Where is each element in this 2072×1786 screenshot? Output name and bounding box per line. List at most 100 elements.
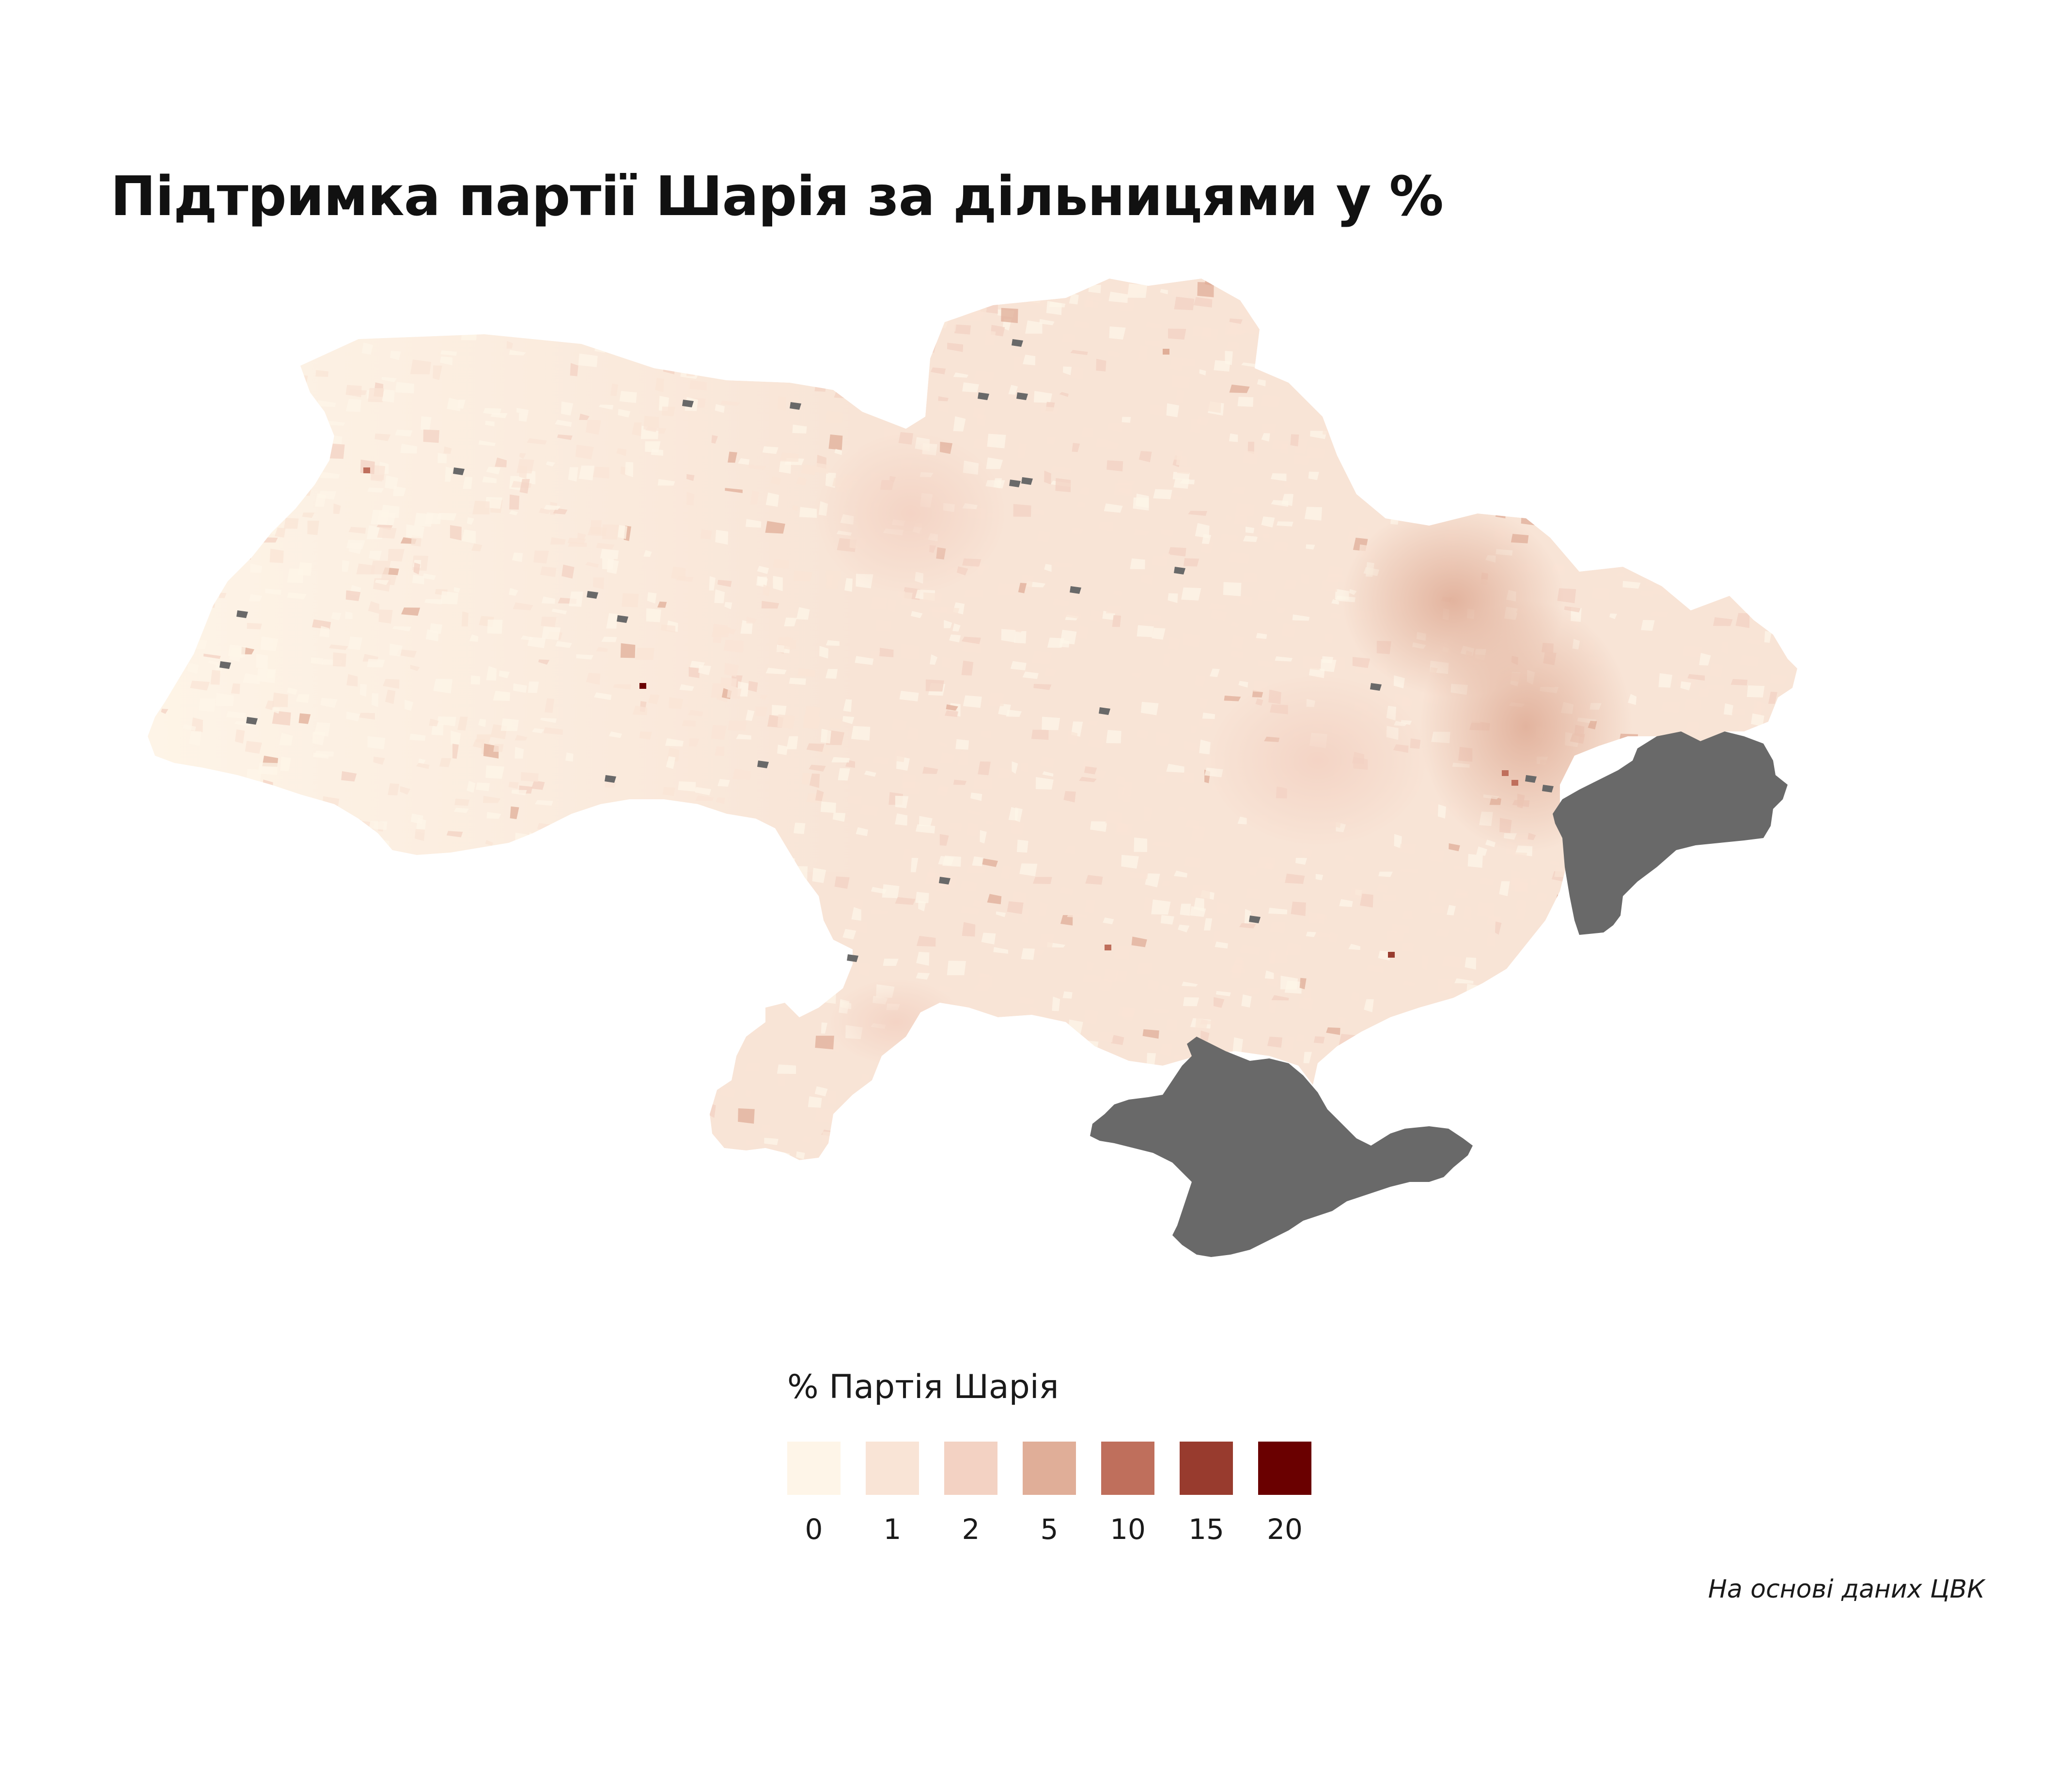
precinct-cell — [685, 866, 692, 879]
precinct-cell — [1463, 1026, 1472, 1041]
precinct-cell — [681, 892, 690, 901]
precinct-cell — [919, 816, 933, 826]
precinct-cell — [1059, 639, 1070, 648]
precinct-cell — [946, 704, 958, 711]
precinct-cell — [1624, 1118, 1634, 1129]
precinct-cell — [1229, 433, 1238, 442]
precinct-cell — [1515, 908, 1526, 920]
precinct-cell — [182, 642, 190, 657]
precinct-cell — [162, 1125, 178, 1136]
precinct-cell — [1350, 991, 1359, 1002]
precinct-cell — [657, 601, 667, 608]
precinct-cell — [452, 744, 459, 759]
precinct-cell — [555, 641, 572, 648]
precinct-cell — [267, 669, 276, 679]
precinct-cell — [1780, 595, 1797, 606]
precinct-cell — [568, 297, 577, 311]
precinct-cell — [1432, 1066, 1447, 1080]
precinct-cell — [972, 856, 984, 867]
precinct-cell — [988, 1096, 1006, 1103]
precinct-cell — [736, 326, 750, 336]
precinct-cell — [972, 899, 982, 907]
precinct-cell — [1188, 511, 1207, 516]
precinct-cell — [1758, 731, 1776, 745]
precinct-cell — [1077, 625, 1089, 639]
precinct-cell — [1338, 1017, 1346, 1024]
precinct-cell — [848, 796, 862, 805]
precinct-cell — [530, 1019, 544, 1030]
precinct-cell — [1399, 843, 1416, 854]
precinct-cell — [1574, 776, 1586, 786]
precinct-cell — [815, 1108, 834, 1123]
precinct-cell — [1191, 826, 1205, 841]
precinct-cell — [1781, 929, 1794, 939]
precinct-cell — [1748, 1048, 1767, 1054]
precinct-cell — [269, 942, 285, 947]
precinct-cell — [715, 404, 725, 413]
precinct-cell — [385, 923, 395, 933]
precinct-cell — [493, 744, 504, 752]
precinct-cell — [486, 466, 501, 475]
precinct-cell — [1166, 1018, 1178, 1032]
precinct-cell — [1160, 289, 1168, 295]
precinct-cell — [692, 283, 703, 293]
precinct-cell — [374, 579, 389, 585]
precinct-cell — [1392, 389, 1408, 398]
precinct-cell — [600, 1072, 610, 1084]
precinct-cell — [1106, 730, 1122, 744]
precinct-cell — [1520, 360, 1537, 368]
precinct-cell — [1500, 1103, 1507, 1113]
precinct-cell — [1084, 899, 1095, 914]
precinct-cell — [561, 564, 575, 579]
precinct-cell — [1006, 709, 1022, 717]
precinct-cell — [247, 1083, 262, 1089]
precinct-cell — [195, 1154, 214, 1160]
precinct-cell — [1513, 1002, 1528, 1016]
precinct-cell — [1405, 344, 1420, 359]
precinct-cell — [228, 401, 242, 407]
precinct-cell — [427, 923, 442, 934]
precinct-cell — [675, 279, 689, 286]
precinct-cell — [1202, 713, 1215, 719]
precinct-cell — [1683, 528, 1698, 542]
precinct-cell — [1521, 1145, 1537, 1153]
precinct-cell — [794, 866, 808, 881]
precinct-cell — [319, 625, 329, 637]
precinct-cell — [721, 318, 732, 332]
precinct-cell — [1521, 984, 1530, 994]
precinct-cell — [437, 716, 456, 727]
precinct-cell — [1050, 1121, 1064, 1129]
precinct-cell — [856, 1171, 871, 1178]
precinct-cell — [787, 898, 802, 908]
precinct-cell — [1143, 896, 1153, 910]
precinct-cell — [1211, 609, 1227, 621]
precinct-cell — [249, 970, 261, 983]
precinct-cell — [590, 520, 602, 535]
precinct-cell — [1768, 691, 1777, 704]
precinct-cell — [797, 668, 815, 677]
precinct-cell — [855, 1188, 875, 1199]
precinct-cell — [1384, 1094, 1400, 1102]
precinct-cell — [1555, 964, 1570, 970]
precinct-cell — [570, 363, 578, 376]
precinct-cell — [1242, 450, 1258, 465]
precinct-cell — [1759, 301, 1773, 308]
precinct-cell — [1256, 633, 1267, 639]
precinct-cell — [738, 1108, 755, 1124]
precinct-cell — [925, 679, 944, 692]
precinct-cell — [1504, 376, 1514, 391]
precinct-cell — [149, 647, 161, 655]
precinct-cell — [752, 927, 771, 934]
high-support-precincts — [363, 349, 1518, 958]
precinct-cell — [1137, 625, 1154, 637]
precinct-cell — [592, 466, 609, 479]
precinct-cell — [1576, 320, 1590, 333]
precinct-cell — [590, 1168, 606, 1177]
precinct-cell — [463, 477, 473, 489]
precinct-cell — [804, 705, 821, 721]
precinct-cell — [1524, 420, 1538, 435]
precinct-cell — [478, 718, 486, 727]
precinct-cell — [910, 857, 919, 872]
no-data-precinct — [978, 392, 989, 400]
precinct-cell — [1486, 1061, 1499, 1071]
